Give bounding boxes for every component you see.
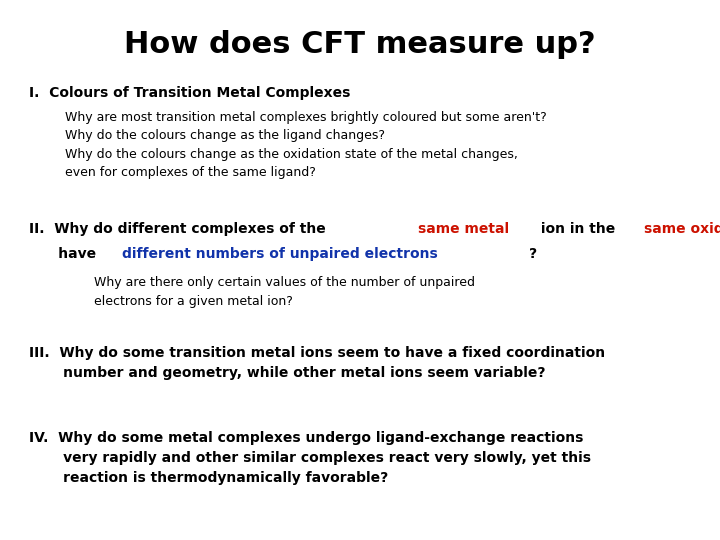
Text: I.  Colours of Transition Metal Complexes: I. Colours of Transition Metal Complexes [29, 86, 350, 100]
Text: IV.  Why do some metal complexes undergo ligand-exchange reactions
       very r: IV. Why do some metal complexes undergo … [29, 431, 591, 485]
Text: same oxidation state: same oxidation state [644, 222, 720, 237]
Text: How does CFT measure up?: How does CFT measure up? [124, 30, 596, 59]
Text: Why are there only certain values of the number of unpaired
electrons for a give: Why are there only certain values of the… [94, 276, 474, 308]
Text: Why are most transition metal complexes brightly coloured but some aren't?
Why d: Why are most transition metal complexes … [65, 111, 546, 179]
Text: II.  Why do different complexes of the: II. Why do different complexes of the [29, 222, 330, 237]
Text: ?: ? [529, 247, 537, 261]
Text: ion in the: ion in the [536, 222, 620, 237]
Text: same metal: same metal [418, 222, 509, 237]
Text: III.  Why do some transition metal ions seem to have a fixed coordination
      : III. Why do some transition metal ions s… [29, 346, 605, 380]
Text: have: have [29, 247, 101, 261]
Text: different numbers of unpaired electrons: different numbers of unpaired electrons [122, 247, 438, 261]
